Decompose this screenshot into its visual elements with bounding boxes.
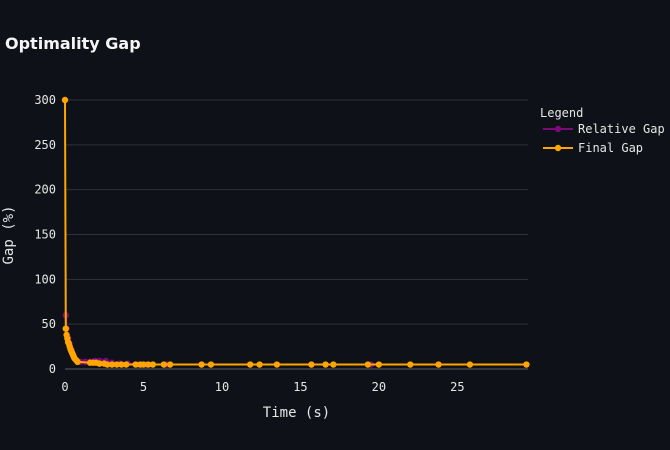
- y-tick-label: 100: [34, 272, 56, 286]
- legend-label: Relative Gap: [578, 122, 665, 136]
- series-relative-gap: [62, 312, 530, 368]
- data-point: [247, 361, 254, 368]
- data-point: [322, 361, 329, 368]
- x-axis-label: Time (s): [263, 405, 330, 421]
- y-tick-label: 300: [34, 93, 56, 107]
- x-tick-label: 15: [293, 380, 307, 394]
- x-tick-label: 10: [215, 380, 229, 394]
- data-point: [96, 360, 103, 367]
- y-axis-ticks: 0 50 100 150 200 250 300: [34, 93, 56, 376]
- y-axis-label: Gap (%): [1, 205, 17, 264]
- data-point: [62, 325, 69, 332]
- legend-label: Final Gap: [578, 141, 643, 155]
- legend-item-relative-gap[interactable]: Relative Gap: [543, 122, 665, 136]
- x-tick-label: 25: [450, 380, 464, 394]
- data-point: [364, 361, 372, 368]
- data-point: [166, 361, 174, 368]
- data-point: [140, 361, 147, 368]
- data-point: [207, 361, 215, 368]
- series-line: [64, 315, 527, 366]
- legend-title: Legend: [540, 106, 583, 120]
- x-tick-label: 20: [372, 380, 386, 394]
- x-tick-label: 0: [61, 380, 68, 394]
- data-point: [273, 361, 281, 368]
- data-point: [113, 361, 120, 368]
- data-point: [160, 361, 168, 368]
- legend-swatch-marker: [554, 144, 562, 152]
- series-layer: [61, 96, 530, 368]
- data-point: [132, 361, 139, 368]
- data-point: [330, 361, 337, 368]
- data-point: [407, 361, 414, 368]
- y-tick-label: 250: [34, 138, 56, 152]
- data-point: [104, 361, 111, 368]
- y-tick-label: 200: [34, 183, 56, 197]
- y-tick-label: 50: [42, 317, 56, 331]
- legend-item-final-gap[interactable]: Final Gap: [543, 141, 643, 155]
- data-point: [61, 96, 69, 104]
- legend[interactable]: Legend Relative Gap Final Gap: [540, 106, 665, 155]
- data-point: [435, 361, 442, 368]
- data-point: [74, 358, 81, 366]
- data-point: [123, 361, 130, 368]
- data-point: [118, 361, 125, 368]
- data-point: [308, 361, 315, 368]
- data-point: [108, 361, 116, 368]
- x-axis-ticks: 0 5 10 15 20 25: [61, 380, 464, 394]
- data-point: [198, 361, 205, 368]
- y-tick-label: 0: [49, 362, 56, 376]
- data-point: [256, 361, 263, 368]
- data-point: [466, 361, 474, 368]
- data-point: [523, 361, 530, 368]
- series-final-gap: [61, 96, 530, 368]
- legend-swatch-marker: [554, 125, 562, 133]
- x-tick-label: 5: [140, 380, 147, 394]
- y-tick-label: 150: [34, 228, 56, 242]
- data-point: [375, 361, 383, 368]
- data-point: [149, 361, 157, 368]
- chart-title: Optimality Gap: [5, 34, 141, 53]
- data-point: [144, 361, 152, 368]
- grid-lines: [65, 99, 528, 370]
- series-line: [64, 99, 527, 366]
